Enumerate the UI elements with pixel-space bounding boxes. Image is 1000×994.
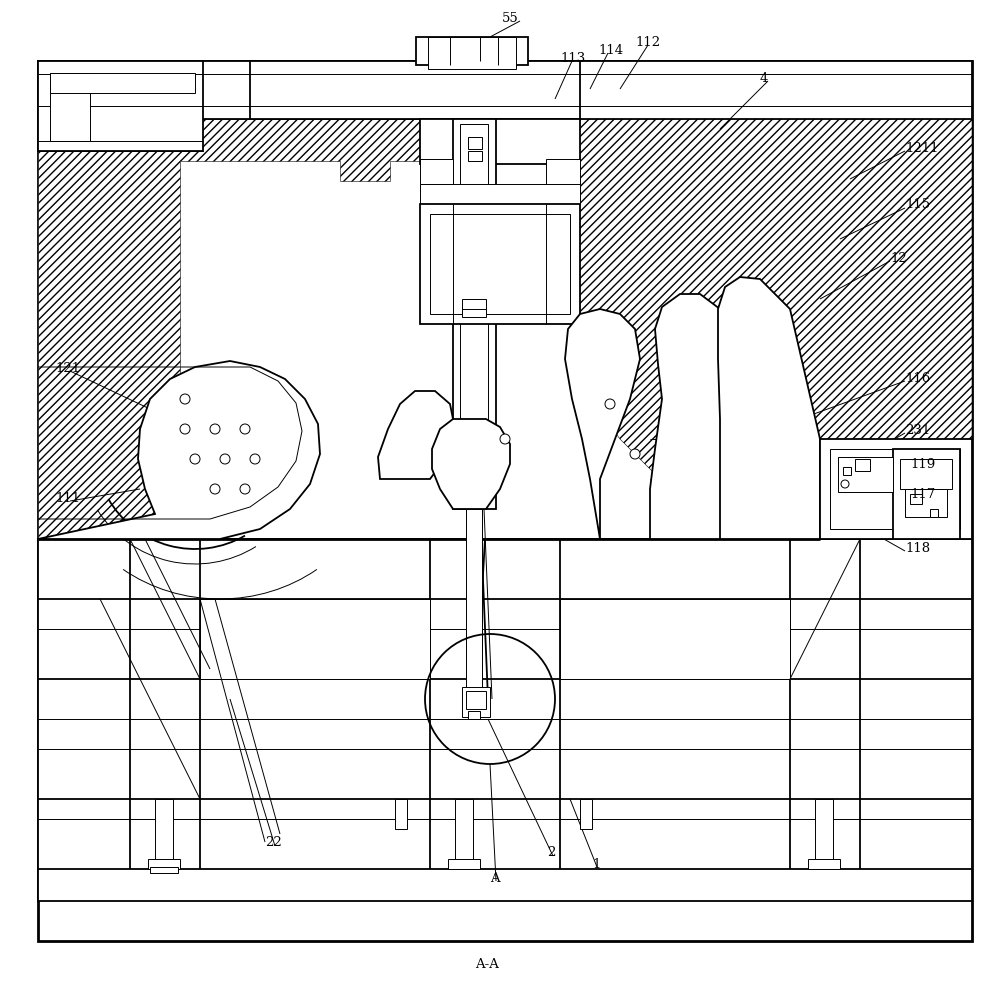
Bar	[50, 74, 195, 93]
Polygon shape	[38, 120, 420, 540]
Bar	[468, 712, 480, 720]
Bar	[453, 120, 496, 510]
Bar	[50, 74, 90, 142]
Bar	[200, 599, 430, 679]
Text: 118: 118	[905, 541, 930, 554]
Bar	[420, 205, 580, 325]
Polygon shape	[38, 362, 320, 540]
Text: 2: 2	[547, 846, 555, 859]
Bar	[815, 799, 833, 869]
Text: 117: 117	[910, 488, 935, 501]
Bar	[462, 687, 490, 718]
Bar	[843, 467, 851, 475]
Text: 112: 112	[635, 36, 660, 49]
Bar	[468, 152, 482, 162]
Bar	[468, 138, 482, 150]
Circle shape	[630, 449, 640, 459]
Polygon shape	[560, 749, 790, 799]
Bar	[460, 125, 488, 505]
Text: 119: 119	[910, 458, 935, 471]
Polygon shape	[38, 62, 250, 120]
Bar	[416, 38, 528, 66]
Polygon shape	[575, 120, 972, 540]
Circle shape	[841, 480, 849, 488]
Polygon shape	[565, 310, 640, 540]
Bar	[930, 510, 938, 518]
Text: 55: 55	[502, 12, 519, 25]
Text: 4: 4	[760, 72, 768, 84]
Bar	[420, 185, 580, 205]
Bar	[148, 859, 180, 869]
Bar	[250, 62, 580, 120]
Bar	[855, 459, 870, 471]
Polygon shape	[432, 419, 510, 510]
Bar	[820, 439, 972, 540]
Bar	[38, 62, 972, 120]
Text: 1: 1	[592, 857, 600, 870]
Text: 114: 114	[598, 44, 623, 57]
Text: 231: 231	[905, 423, 930, 436]
Bar	[420, 160, 453, 185]
Bar	[830, 449, 960, 530]
Circle shape	[220, 454, 230, 464]
Polygon shape	[38, 679, 130, 799]
Text: 111: 111	[55, 491, 80, 504]
Polygon shape	[580, 62, 972, 120]
Polygon shape	[860, 679, 972, 799]
Circle shape	[180, 424, 190, 434]
Polygon shape	[718, 277, 820, 540]
Polygon shape	[200, 819, 430, 869]
Polygon shape	[860, 819, 972, 869]
Text: A: A	[490, 871, 500, 884]
Polygon shape	[38, 540, 130, 679]
Circle shape	[210, 424, 220, 434]
Bar	[838, 457, 893, 492]
Polygon shape	[860, 540, 972, 679]
Text: 115: 115	[905, 198, 930, 212]
Bar	[462, 300, 486, 314]
Bar	[580, 799, 592, 829]
Polygon shape	[38, 819, 130, 869]
Bar	[546, 160, 580, 185]
Circle shape	[240, 424, 250, 434]
Circle shape	[250, 454, 260, 464]
Bar	[430, 215, 570, 315]
Bar	[150, 867, 178, 873]
Bar	[462, 310, 486, 318]
Bar	[893, 449, 960, 540]
Bar	[155, 799, 173, 869]
Bar	[466, 691, 486, 710]
Text: 116: 116	[905, 371, 930, 384]
Bar	[808, 859, 840, 869]
Circle shape	[180, 395, 190, 405]
Polygon shape	[650, 294, 760, 540]
Bar	[38, 62, 972, 941]
Circle shape	[190, 454, 200, 464]
Bar	[560, 599, 790, 679]
Bar	[910, 494, 922, 505]
Bar	[38, 62, 203, 152]
Bar	[455, 799, 473, 869]
Circle shape	[500, 434, 510, 444]
Text: 113: 113	[560, 52, 585, 65]
Polygon shape	[378, 392, 455, 479]
Text: 22: 22	[265, 836, 282, 849]
Polygon shape	[560, 819, 790, 869]
Text: 12: 12	[890, 251, 907, 264]
Bar	[905, 489, 947, 518]
Bar	[38, 540, 972, 902]
Circle shape	[605, 400, 615, 410]
Text: A-A: A-A	[475, 957, 499, 970]
Text: 1211: 1211	[905, 141, 938, 154]
Polygon shape	[200, 749, 430, 799]
Bar	[900, 459, 952, 489]
Bar	[420, 120, 580, 165]
Circle shape	[210, 484, 220, 494]
Bar	[466, 510, 482, 700]
Bar	[448, 859, 480, 869]
Bar	[395, 799, 407, 829]
Bar	[428, 38, 516, 70]
Text: 121: 121	[55, 361, 80, 374]
Circle shape	[240, 484, 250, 494]
